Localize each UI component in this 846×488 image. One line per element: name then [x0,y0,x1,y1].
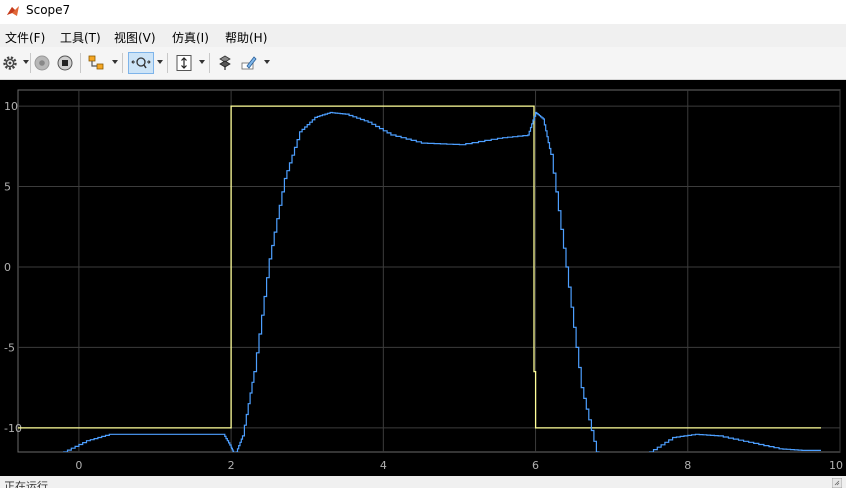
stop-icon [57,55,73,71]
x-tick-label: 0 [75,459,82,472]
title-bar: Scope7 [0,0,846,24]
autoscale-icon [176,55,192,71]
highlight-dropdown-caret[interactable] [264,60,270,64]
settings-dropdown-caret[interactable] [23,60,29,64]
y-tick-label: 10 [4,100,18,113]
zoom-icon [131,57,151,69]
response-signal-line [63,111,821,452]
run-icon [34,55,50,71]
plot-area [17,89,841,453]
toolbar-separator [30,53,31,73]
menu-tools[interactable]: 工具(T) [60,31,101,45]
toolbar-separator [80,53,81,73]
menu-help[interactable]: 帮助(H) [225,31,268,45]
menu-view[interactable]: 视图(V) [114,31,156,45]
toolbar-separator [122,53,123,73]
x-tick-label: 10 [829,459,843,472]
menu-simulation[interactable]: 仿真(I) [172,31,209,45]
style-icon [219,55,231,70]
autoscale-button[interactable] [174,52,194,74]
y-tick-label: 5 [4,181,11,194]
gear-icon [3,56,17,70]
menu-bar: 文件(F) 工具(T) 视图(V) 仿真(I) 帮助(H) [0,26,846,46]
x-tick-label: 2 [228,459,235,472]
scope-display: 0 2 4 6 8 10 10 5 0 -5 -10 [0,80,846,476]
highlight-icon [241,56,257,70]
zoom-dropdown-caret[interactable] [157,60,163,64]
status-text: 正在运行 [4,480,48,488]
menu-file[interactable]: 文件(F) [5,31,46,45]
reference-signal-line [18,105,821,429]
highlight-button[interactable] [239,52,259,74]
stop-button[interactable] [56,52,74,74]
y-tick-label: -10 [4,422,22,435]
scope-plot[interactable]: 0 2 4 6 8 10 10 5 0 -5 -10 [0,80,846,476]
signal-selector-dropdown-caret[interactable] [112,60,118,64]
signal-selector-button[interactable] [86,52,106,74]
x-tick-label: 4 [380,459,387,472]
x-tick-label: 8 [684,459,691,472]
settings-button[interactable] [1,52,19,74]
toolbar-separator [209,53,210,73]
matlab-logo-icon [7,6,19,16]
run-button[interactable] [33,52,51,74]
zoom-button[interactable] [128,52,154,74]
toolbar-separator [167,53,168,73]
signal-selector-icon [88,55,104,70]
y-tick-label: 0 [4,261,11,274]
status-bar: 正在运行 [0,477,846,488]
y-tick-label: -5 [4,341,15,354]
style-button[interactable] [215,52,235,74]
autoscale-dropdown-caret[interactable] [199,60,205,64]
window-title: Scope7 [26,3,71,17]
x-tick-label: 6 [532,459,539,472]
toolbar [0,47,846,80]
resize-grip-icon[interactable] [832,478,842,488]
